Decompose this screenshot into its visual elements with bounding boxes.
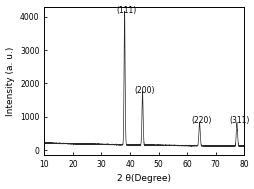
Text: (200): (200) xyxy=(134,86,154,95)
Y-axis label: Intensity (a. u.): Intensity (a. u.) xyxy=(6,46,14,115)
X-axis label: 2 θ(Degree): 2 θ(Degree) xyxy=(117,174,171,184)
Text: (311): (311) xyxy=(228,116,248,125)
Text: (111): (111) xyxy=(116,6,136,15)
Text: (220): (220) xyxy=(191,116,211,125)
